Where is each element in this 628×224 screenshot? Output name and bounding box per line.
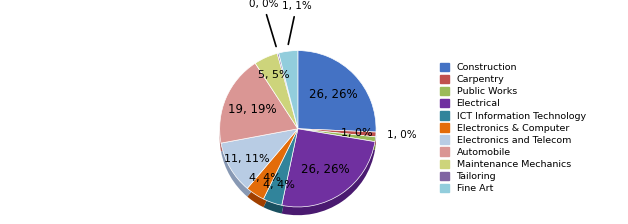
Wedge shape xyxy=(279,51,298,129)
Wedge shape xyxy=(220,63,298,143)
Text: 11, 11%: 11, 11% xyxy=(224,153,269,164)
Wedge shape xyxy=(282,137,375,215)
Text: 5, 5%: 5, 5% xyxy=(257,70,290,80)
Wedge shape xyxy=(221,129,298,188)
Text: 1, 1%: 1, 1% xyxy=(281,1,311,44)
Wedge shape xyxy=(263,129,298,205)
Text: 26, 26%: 26, 26% xyxy=(309,88,358,101)
Wedge shape xyxy=(221,137,298,197)
Wedge shape xyxy=(298,51,376,132)
Wedge shape xyxy=(277,61,298,137)
Wedge shape xyxy=(247,137,298,207)
Wedge shape xyxy=(247,129,298,199)
Text: 1, 0%: 1, 0% xyxy=(386,130,416,140)
Text: 4, 4%: 4, 4% xyxy=(249,173,281,183)
Wedge shape xyxy=(298,129,376,137)
Wedge shape xyxy=(263,137,298,213)
Text: 1, 0%: 1, 0% xyxy=(341,128,373,138)
Wedge shape xyxy=(298,129,376,142)
Wedge shape xyxy=(298,59,376,140)
Wedge shape xyxy=(255,53,298,129)
Wedge shape xyxy=(282,129,375,207)
Wedge shape xyxy=(255,62,298,137)
Wedge shape xyxy=(220,71,298,151)
Text: 19, 19%: 19, 19% xyxy=(228,103,277,116)
Text: 26, 26%: 26, 26% xyxy=(301,163,350,176)
Wedge shape xyxy=(298,137,376,150)
Wedge shape xyxy=(298,137,376,145)
Text: 4, 4%: 4, 4% xyxy=(263,180,295,190)
Wedge shape xyxy=(279,59,298,137)
Text: 0, 0%: 0, 0% xyxy=(249,0,278,47)
Wedge shape xyxy=(277,53,298,129)
Legend: Construction, Carpentry, Public Works, Electrical, ICT Information Technology, E: Construction, Carpentry, Public Works, E… xyxy=(440,63,586,193)
